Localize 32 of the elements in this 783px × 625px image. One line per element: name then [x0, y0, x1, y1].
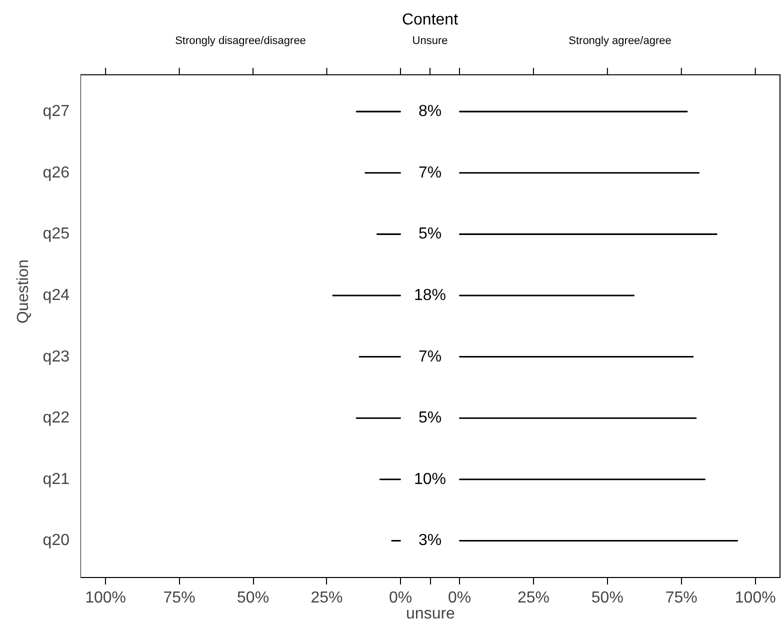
- x-tick-label: 0%: [388, 590, 412, 606]
- x-tick-label: 50%: [237, 590, 270, 606]
- y-tick-label: q25: [42, 226, 70, 243]
- x-tick-label: 100%: [85, 590, 126, 606]
- x-tick-label: 100%: [734, 590, 776, 606]
- y-tick-label: q26: [42, 164, 70, 182]
- y-tick-label: q24: [42, 286, 70, 304]
- data-label: 5%: [418, 226, 442, 243]
- y-tick-label: q20: [42, 532, 70, 550]
- text: Content: [402, 11, 459, 28]
- y-tick-label: q21: [42, 470, 70, 488]
- data-label: 7%: [418, 164, 442, 182]
- y-tick-label: q27: [42, 103, 70, 120]
- data-label: 3%: [418, 532, 442, 550]
- text: unsure: [406, 606, 456, 622]
- x-tick-label: 75%: [163, 590, 196, 606]
- text: Unsure: [412, 35, 448, 48]
- y-tick-label: q23: [42, 348, 70, 366]
- x-tick-label: 50%: [591, 590, 624, 606]
- x-tick-label: 25%: [310, 590, 343, 606]
- data-label: 5%: [418, 410, 442, 427]
- data-label: 18%: [414, 286, 446, 304]
- chart-subtitle: Strongly agree/agree: [568, 35, 672, 48]
- data-label: 7%: [418, 348, 442, 366]
- data-label: 10%: [414, 470, 446, 488]
- y-tick-label: q22: [42, 410, 70, 427]
- data-label: 8%: [418, 103, 442, 120]
- x-tick-label: 25%: [517, 590, 550, 606]
- y-axis-title: Question: [14, 259, 32, 324]
- x-tick-label: 75%: [665, 590, 698, 606]
- chart-subtitle: Strongly disagree/disagree: [175, 35, 306, 48]
- x-tick-label: 0%: [448, 590, 472, 606]
